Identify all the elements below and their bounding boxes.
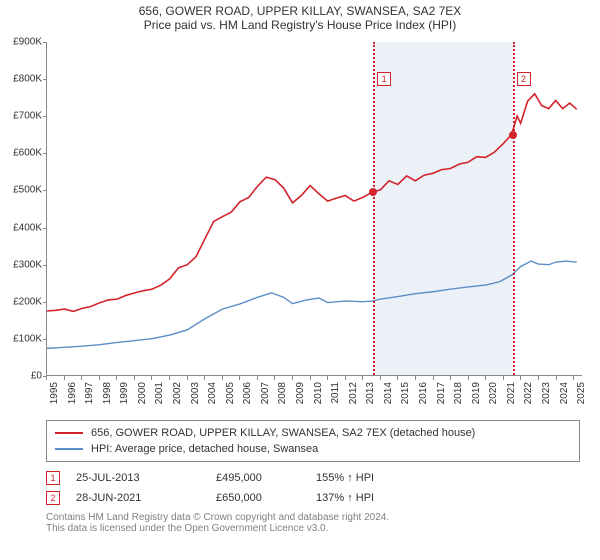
event-date: 28-JUN-2021 [76, 492, 216, 504]
y-axis-label: £700K [13, 111, 42, 122]
legend-swatch [55, 448, 83, 450]
x-axis-label: 2022 [523, 382, 534, 404]
event-marker: 1 [377, 72, 391, 86]
x-axis-label: 2008 [277, 382, 288, 404]
x-axis-label: 2023 [541, 382, 552, 404]
series-line [47, 261, 577, 348]
y-axis-label: £400K [13, 222, 42, 233]
footer-line-2: This data is licensed under the Open Gov… [46, 523, 580, 534]
event-pct: 155% ↑ HPI [316, 472, 416, 484]
x-axis-label: 1999 [119, 382, 130, 404]
chart-area: £0 £100K £200K £300K £400K £500K £600K £700K £80… [0, 36, 600, 416]
y-axis-label: £800K [13, 74, 42, 85]
series-line [47, 94, 577, 312]
event-line [513, 42, 515, 375]
x-axis-label: 2006 [242, 382, 253, 404]
event-marker: 2 [517, 72, 531, 86]
event-dot [369, 188, 377, 196]
x-axis-label: 1997 [84, 382, 95, 404]
legend-item: 656, GOWER ROAD, UPPER KILLAY, SWANSEA, … [55, 425, 571, 441]
event-price: £495,000 [216, 472, 316, 484]
x-axis-label: 1996 [67, 382, 78, 404]
x-axis-label: 2013 [365, 382, 376, 404]
x-axis-label: 2001 [154, 382, 165, 404]
legend-label: 656, GOWER ROAD, UPPER KILLAY, SWANSEA, … [91, 427, 475, 439]
events-table: 1 25-JUL-2013£495,000155% ↑ HPI 2 28-JUN-20… [46, 468, 580, 508]
y-axis: £0£100K£200K£300K£400K£500K£600K£700K£80… [0, 36, 46, 376]
x-axis-label: 2010 [313, 382, 324, 404]
legend-item: HPI: Average price, detached house, Swan… [55, 441, 571, 457]
x-axis-label: 2003 [190, 382, 201, 404]
x-axis-label: 2004 [207, 382, 218, 404]
chart-lines [47, 42, 582, 375]
event-price: £650,000 [216, 492, 316, 504]
event-row: 1 25-JUL-2013£495,000155% ↑ HPI [46, 468, 580, 488]
x-axis-label: 2005 [225, 382, 236, 404]
plot-region: 12 [46, 42, 582, 376]
x-axis-label: 2012 [348, 382, 359, 404]
x-axis-label: 2011 [330, 382, 341, 404]
x-axis-label: 2025 [576, 382, 587, 404]
legend-label: HPI: Average price, detached house, Swan… [91, 443, 318, 455]
event-row-marker: 1 [46, 471, 60, 485]
x-axis-label: 2002 [172, 382, 183, 404]
y-axis-label: £500K [13, 185, 42, 196]
y-axis-label: £300K [13, 259, 42, 270]
chart-subtitle: Price paid vs. HM Land Registry's House … [0, 18, 600, 36]
chart-title: 656, GOWER ROAD, UPPER KILLAY, SWANSEA, … [0, 0, 600, 18]
x-axis-label: 2009 [295, 382, 306, 404]
legend-swatch [55, 432, 83, 434]
x-axis-label: 2020 [488, 382, 499, 404]
event-row: 2 28-JUN-2021£650,000137% ↑ HPI [46, 488, 580, 508]
x-axis-label: 2007 [260, 382, 271, 404]
x-axis-label: 2015 [400, 382, 411, 404]
x-axis-label: 1995 [49, 382, 60, 404]
footer-line-1: Contains HM Land Registry data © Crown c… [46, 512, 580, 523]
y-axis-label: £100K [13, 333, 42, 344]
x-axis-label: 1998 [102, 382, 113, 404]
x-axis-label: 2024 [559, 382, 570, 404]
x-axis: 1995 1996 1997 1998 1999 2000 2001 2002 2003 2004… [46, 376, 582, 416]
legend: 656, GOWER ROAD, UPPER KILLAY, SWANSEA, … [46, 420, 580, 462]
x-axis-label: 2017 [436, 382, 447, 404]
y-axis-label: £600K [13, 148, 42, 159]
x-axis-label: 2000 [137, 382, 148, 404]
y-axis-label: £200K [13, 296, 42, 307]
event-line [373, 42, 375, 375]
x-axis-label: 2016 [418, 382, 429, 404]
event-date: 25-JUL-2013 [76, 472, 216, 484]
x-axis-label: 2019 [471, 382, 482, 404]
x-axis-label: 2014 [383, 382, 394, 404]
x-axis-label: 2021 [506, 382, 517, 404]
event-dot [509, 131, 517, 139]
y-axis-label: £900K [13, 37, 42, 48]
event-pct: 137% ↑ HPI [316, 492, 416, 504]
y-axis-label: £0 [31, 371, 42, 382]
footer: Contains HM Land Registry data © Crown c… [46, 512, 580, 534]
event-row-marker: 2 [46, 491, 60, 505]
x-axis-label: 2018 [453, 382, 464, 404]
